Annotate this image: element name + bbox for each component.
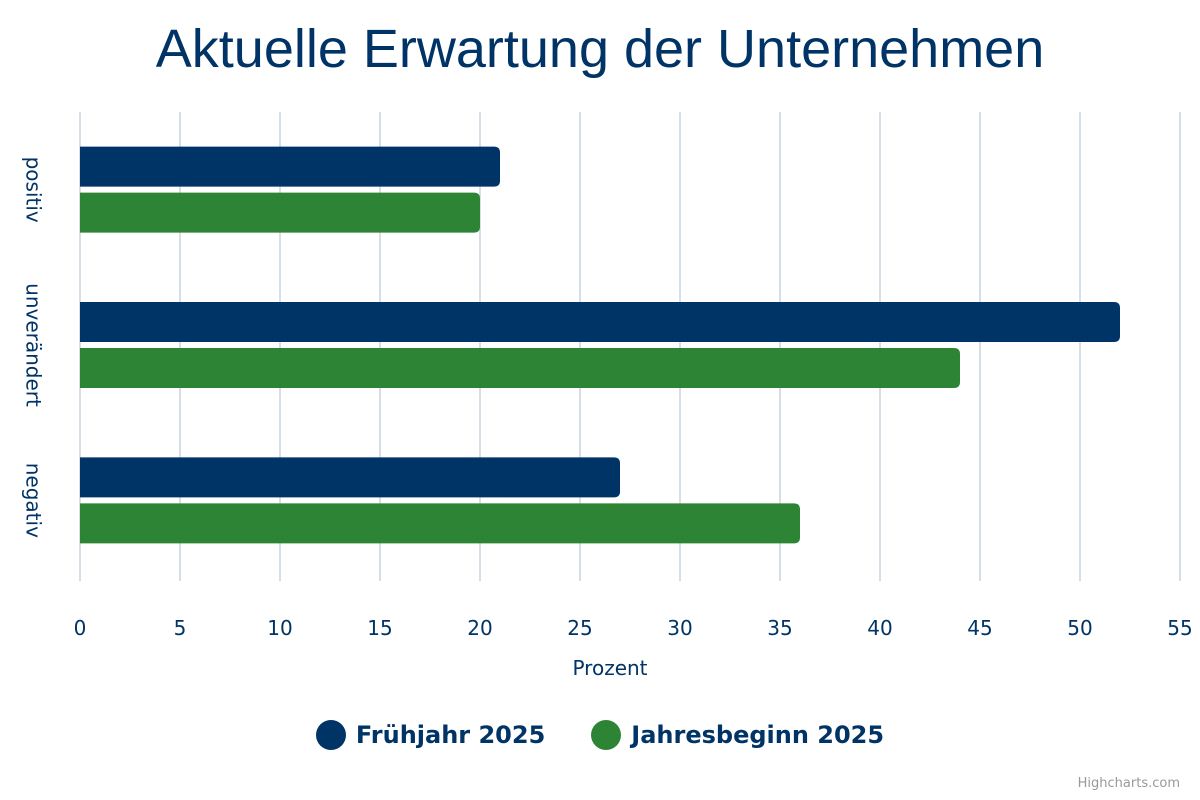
x-tick-label: 15 [367,616,392,640]
x-tick-label: 30 [667,616,692,640]
x-tick-label: 40 [867,616,892,640]
x-tick-label: 5 [174,616,187,640]
legend-label: Frühjahr 2025 [355,721,546,749]
legend-swatch [591,720,622,750]
credits-link[interactable]: Highcharts.com [1077,776,1180,791]
x-axis-title: Prozent [572,656,647,680]
x-tick-label: 50 [1067,616,1092,640]
x-tick-label: 25 [567,616,592,640]
chart-title: Aktuelle Erwartung der Unternehmen [155,19,1045,79]
bar [80,302,1120,342]
x-tick-label: 10 [267,616,292,640]
x-tick-label: 20 [467,616,492,640]
bar [80,192,480,233]
x-tick-label: 55 [1167,616,1192,640]
legend-item-jahresbeginn-2025[interactable]: Jahresbeginn 2025 [591,720,884,750]
legend: Frühjahr 2025 Jahresbeginn 2025 [0,720,1200,750]
bar [80,503,800,544]
category-label: negativ [22,463,46,538]
legend-label: Jahresbeginn 2025 [631,721,885,749]
x-tick-label: 35 [767,616,792,640]
category-label: positiv [22,157,46,223]
legend-swatch [315,720,346,750]
bar [80,146,500,187]
category-label: unverändert [22,283,46,407]
x-tick-label: 0 [74,616,87,640]
bar [80,457,620,498]
legend-item-fruehjahr-2025[interactable]: Frühjahr 2025 [315,720,546,750]
bar [80,348,960,388]
x-tick-label: 45 [967,616,992,640]
